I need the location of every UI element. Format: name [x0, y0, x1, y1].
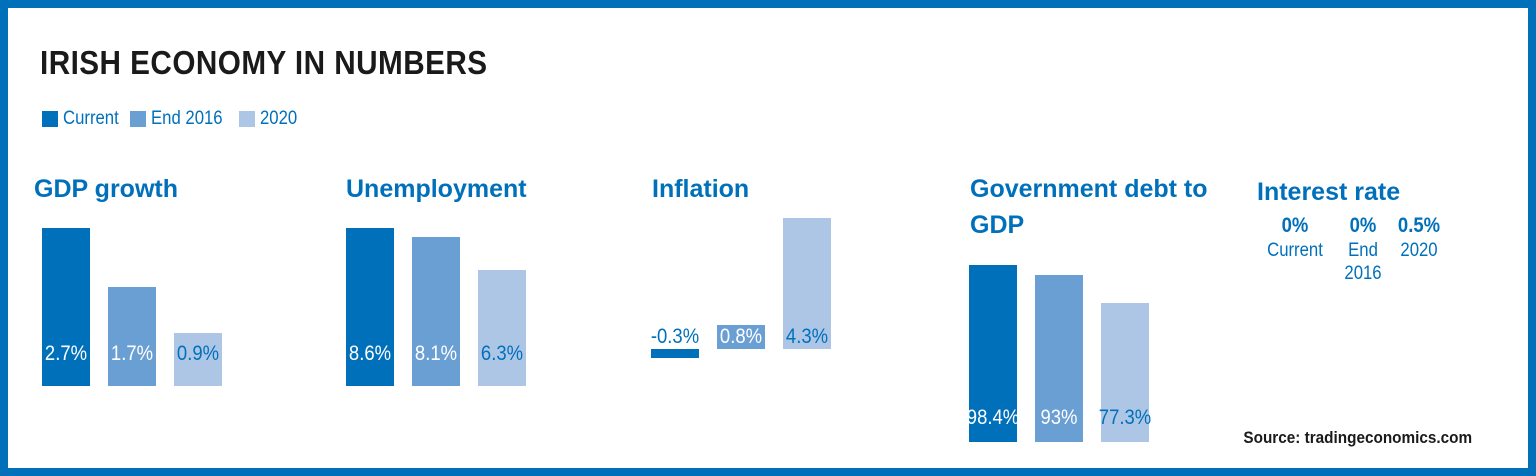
bar-government-debt-end-2016 — [1035, 274, 1083, 442]
bar-gdp-2020 — [174, 333, 222, 386]
legend-label-end-2016: End 2016 — [151, 108, 223, 129]
legend-item-end-2016: End 2016 — [130, 108, 232, 130]
interest-value-2020: 0.5% — [1397, 214, 1441, 237]
data-label-unemployment-2020: 6.3% — [480, 342, 524, 365]
chart-title-inflation: Inflation — [652, 175, 750, 203]
legend-item-2020: 2020 — [239, 108, 302, 130]
data-label-government-debt-2020: 77.3% — [1098, 406, 1152, 429]
legend-swatch-2020 — [239, 111, 255, 127]
data-label-gdp-current: 2.7% — [44, 342, 88, 365]
page-title: IRISH ECONOMY IN NUMBERS — [40, 44, 488, 81]
interest-value-end-2016: 0% — [1349, 214, 1377, 237]
legend-label-2020: 2020 — [260, 108, 298, 129]
bar-government-debt-current — [969, 264, 1017, 442]
data-label-inflation-current: -0.3% — [650, 325, 700, 348]
legend-item-current: Current — [42, 108, 126, 130]
legend-swatch-end-2016 — [130, 111, 146, 127]
data-label-gdp-2020: 0.9% — [176, 342, 220, 365]
bar-gdp-current — [42, 228, 90, 386]
interest-label-2020: 2020 — [1400, 240, 1438, 261]
legend-label-current: Current — [63, 108, 119, 129]
bar-gdp-end-2016 — [108, 286, 156, 386]
data-label-inflation-end-2016: 0.8% — [719, 325, 763, 348]
data-label-unemployment-current: 8.6% — [348, 342, 392, 365]
bar-government-debt-2020 — [1101, 302, 1149, 442]
chart-title-government-debt: Government debt to GDP — [970, 175, 1208, 239]
bar-unemployment-end-2016 — [412, 236, 460, 386]
bar-inflation-current — [651, 349, 699, 359]
data-label-unemployment-end-2016: 8.1% — [414, 342, 458, 365]
bar-label-box-inflation-end-2016 — [717, 325, 765, 349]
legend-swatch-current — [42, 111, 58, 127]
bar-inflation-2020 — [783, 217, 831, 349]
source-note: Source: tradingeconomics.com — [1243, 428, 1472, 447]
data-label-government-debt-current: 98.4% — [966, 406, 1020, 429]
data-label-government-debt-end-2016: 93% — [1040, 406, 1078, 429]
interest-label-end-2016: End 2016 — [1344, 240, 1382, 284]
chart-title-gdp-growth: GDP growth — [34, 175, 178, 203]
chart-title-interest-rate: Interest rate — [1257, 178, 1401, 206]
interest-label-current: Current — [1267, 240, 1323, 261]
data-label-gdp-end-2016: 1.7% — [110, 342, 154, 365]
chart-title-unemployment: Unemployment — [346, 175, 527, 203]
bar-unemployment-current — [346, 227, 394, 386]
data-label-inflation-2020: 4.3% — [785, 325, 829, 348]
interest-value-current: 0% — [1281, 214, 1309, 237]
bar-unemployment-2020 — [478, 270, 526, 386]
